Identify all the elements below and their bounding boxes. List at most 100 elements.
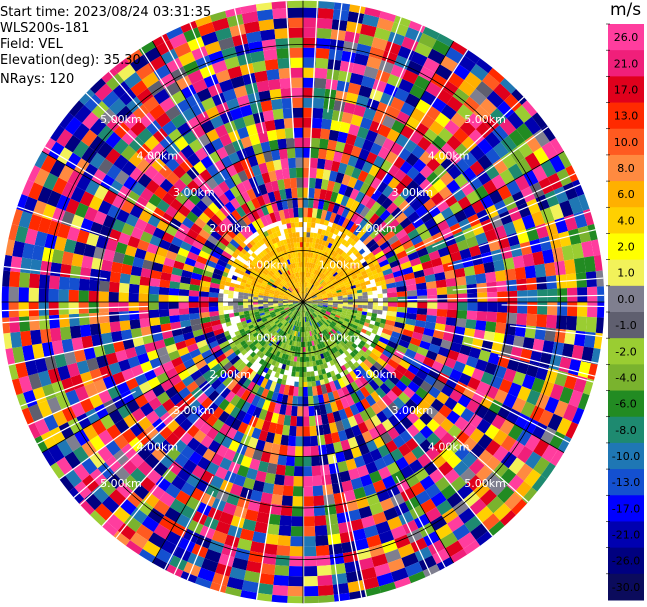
noise-gate (503, 368, 517, 383)
ray-gap (397, 294, 605, 301)
noise-gate (398, 339, 410, 349)
core-gate (304, 311, 306, 317)
core-gate (284, 293, 290, 297)
noise-gate (384, 319, 396, 327)
noise-gate (297, 197, 303, 208)
noise-gate (261, 39, 277, 51)
noise-gate (529, 238, 543, 254)
noise-gate (369, 142, 383, 156)
core-gate (334, 259, 340, 265)
core-gate (273, 294, 279, 297)
core-gate (259, 312, 265, 316)
noise-gate (476, 381, 490, 395)
core-gate (264, 322, 270, 327)
core-gate (327, 248, 333, 255)
noise-gate (171, 113, 187, 129)
core-gate (290, 313, 295, 319)
noise-gate (491, 414, 506, 430)
noise-gate (254, 70, 268, 83)
core-gate (303, 237, 307, 243)
noise-gate (411, 331, 424, 341)
noise-gate (390, 385, 403, 398)
noise-gate (493, 332, 505, 345)
core-gate (288, 232, 293, 239)
noise-gate (130, 507, 148, 524)
core-gate (343, 336, 350, 343)
core-gate (299, 306, 302, 312)
noise-gate (208, 302, 219, 307)
noise-gate (284, 127, 295, 139)
noise-gate (182, 263, 195, 273)
noise-gate (311, 127, 322, 139)
noise-gate (484, 164, 500, 180)
core-gate (304, 311, 307, 317)
noise-gate (493, 365, 507, 379)
core-gate (223, 313, 230, 319)
core-gate (363, 254, 371, 262)
noise-gate (544, 190, 560, 208)
noise-gate (454, 267, 466, 278)
noise-gate (419, 412, 433, 426)
noise-gate (119, 320, 131, 331)
core-gate (228, 305, 234, 310)
ppi-plot: 1.00km1.00km1.00km1.00km2.00km2.00km2.00… (1, 0, 605, 604)
noise-gate (128, 452, 145, 468)
noise-gate (221, 344, 233, 354)
core-gate (309, 237, 314, 243)
core-gate (335, 350, 342, 357)
noise-gate (436, 499, 453, 516)
core-gate (293, 297, 299, 301)
core-gate (331, 309, 337, 313)
noise-gate (218, 410, 230, 424)
noise-gate (452, 499, 470, 516)
noise-gate (440, 254, 453, 265)
core-gate (303, 306, 306, 312)
ray-gap (285, 1, 295, 139)
noise-gate (465, 274, 477, 285)
core-gate (269, 291, 275, 295)
core-gate (328, 284, 335, 289)
core-gate (364, 280, 371, 286)
noise-gate (173, 334, 185, 344)
core-gate (297, 346, 301, 352)
noise-gate (20, 257, 32, 274)
noise-gate (404, 93, 421, 108)
noise-gate (105, 439, 121, 456)
core-gate (330, 322, 336, 328)
noise-gate (49, 327, 62, 342)
noise-gate (249, 458, 261, 471)
core-gate (293, 304, 299, 307)
noise-gate (261, 420, 271, 432)
core-gate (249, 285, 256, 290)
core-gate (289, 274, 293, 280)
core-gate (312, 360, 317, 367)
core-gate (239, 328, 246, 334)
core-gate (304, 272, 307, 278)
noise-gate (244, 509, 259, 522)
core-gate (261, 281, 268, 286)
core-gate (278, 283, 284, 288)
noise-gate (314, 67, 328, 79)
core-gate (241, 320, 247, 326)
core-gate (240, 248, 248, 255)
noise-gate (278, 383, 286, 395)
core-gate (336, 291, 343, 295)
core-gate (286, 322, 291, 328)
noise-gate (469, 88, 487, 106)
noise-gate (391, 119, 406, 134)
noise-gate (152, 227, 166, 240)
core-gate (270, 255, 276, 262)
noise-gate (419, 340, 431, 351)
core-gate (344, 318, 350, 323)
noise-gate (34, 417, 50, 436)
core-gate (259, 232, 266, 240)
core-gate (265, 362, 272, 369)
noise-gate (247, 222, 258, 234)
core-gate (315, 276, 320, 282)
noise-gate (303, 207, 308, 218)
core-gate (260, 314, 266, 319)
core-gate (236, 264, 243, 271)
core-gate (264, 289, 270, 293)
noise-gate (387, 302, 398, 307)
noise-gate (311, 137, 321, 149)
